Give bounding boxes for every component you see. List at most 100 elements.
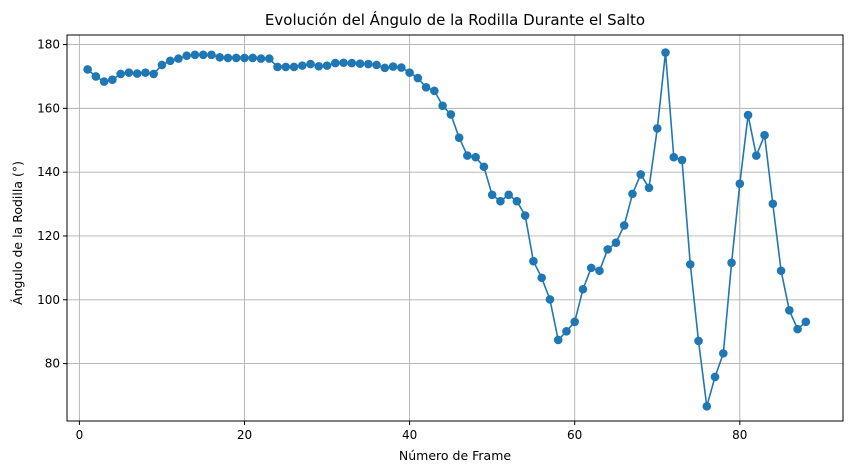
data-point [702,402,712,411]
data-point [520,211,530,220]
data-point [182,51,192,61]
data-point [198,50,208,60]
data-point [735,179,745,188]
data-point [496,196,505,206]
data-point [347,58,357,68]
x-tick-label: 60 [567,428,582,442]
series [83,48,811,411]
data-point [694,336,703,346]
data-point [545,295,555,304]
data-point [776,266,786,276]
data-point [619,221,629,230]
data-point [727,258,736,268]
y-tick-label: 160 [37,101,60,115]
data-point [685,260,695,269]
x-axis-label: Número de Frame [399,448,511,463]
data-point [471,152,480,162]
data-point [372,60,381,70]
data-point [430,86,439,96]
y-tick-label: 180 [37,38,60,52]
data-point [595,266,604,276]
data-point [487,190,497,200]
data-point [743,110,753,120]
data-point [281,62,291,72]
data-point [149,69,158,79]
data-point [231,53,241,63]
data-point [339,58,348,68]
data-point [504,190,513,200]
x-tick-label: 80 [732,428,747,442]
data-point [586,263,596,273]
data-point [785,306,794,315]
data-point [793,324,802,334]
data-point [578,284,588,294]
data-point [446,110,456,119]
x-tick-label: 20 [237,428,252,442]
data-point [330,58,340,68]
data-point [157,60,167,70]
data-point [174,54,183,63]
data-point [718,349,728,358]
data-point [553,335,563,345]
data-point [405,68,414,77]
data-point [661,48,670,57]
x-tick-label: 0 [76,428,84,442]
data-point [207,50,216,60]
x-tick-label: 40 [402,428,417,442]
data-point [83,65,92,74]
data-point [752,151,761,160]
chart-title: Evolución del Ángulo de la Rodilla Duran… [265,10,645,29]
data-point [364,59,373,69]
data-point [132,69,142,78]
data-point [768,199,778,209]
y-axis-label: Ángulo de la Rodilla (°) [10,161,25,305]
data-point [388,62,398,71]
data-point [669,152,679,162]
data-point [256,54,266,63]
plot-frame [66,34,844,422]
data-point [380,63,390,73]
data-point [454,133,464,143]
data-point [264,54,274,63]
data-point [652,124,662,133]
data-point [116,69,125,79]
data-point [223,53,233,63]
data-point [529,256,538,266]
data-point [463,151,472,160]
data-point [760,130,769,140]
data-point [421,83,431,92]
data-point [413,73,423,83]
data-point [537,273,546,283]
y-tick-label: 100 [37,293,60,307]
data-point [397,63,406,72]
data-point [611,238,621,247]
data-point [108,75,117,84]
data-point [306,59,315,69]
data-point [322,61,332,70]
data-point [297,61,307,70]
data-point [190,50,200,60]
data-point [438,101,447,111]
data-point [165,56,175,66]
data-point [215,53,225,62]
data-point [355,59,365,69]
y-tick-label: 140 [37,165,60,179]
data-point [512,196,522,206]
data-point [91,72,101,81]
data-point [628,189,637,199]
data-point [644,183,654,193]
data-point [570,317,580,327]
data-point [124,68,134,77]
data-point [677,155,687,165]
data-point [603,245,613,254]
data-point [99,77,109,86]
y-tick-label: 120 [37,229,60,243]
y-tick-label: 80 [45,357,60,371]
data-point [479,162,489,172]
data-point [801,317,811,327]
data-point [273,62,282,72]
gridlines [67,35,843,421]
data-point [240,53,249,63]
data-point [289,62,299,72]
